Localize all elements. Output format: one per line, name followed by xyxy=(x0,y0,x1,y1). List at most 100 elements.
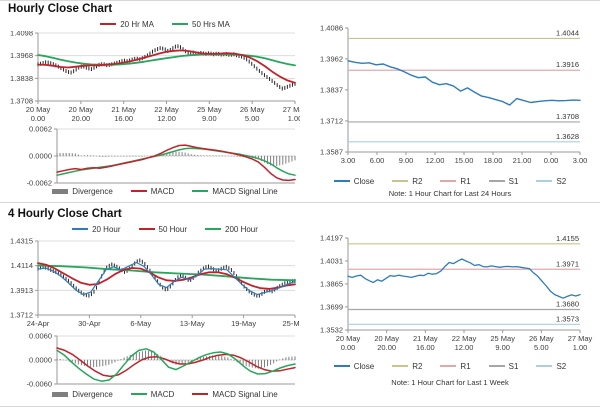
svg-text:-0.0062: -0.0062 xyxy=(27,179,52,187)
4hourly-macd-chart: 0.0060 0.0000 -0.0060 xyxy=(27,333,296,388)
4hourly-macd-legend: Divergence MACD MACD Signal Line xyxy=(30,388,300,400)
bottom-divider xyxy=(0,406,600,407)
svg-text:1.3971: 1.3971 xyxy=(556,259,579,268)
macd-signal-line-swatch-icon xyxy=(192,393,209,395)
svg-text:3.00: 3.00 xyxy=(573,156,588,165)
legend-item-50-hour: 50 Hour xyxy=(138,224,187,234)
macd-swatch-icon xyxy=(130,190,147,192)
legend-item-s1: S1 xyxy=(488,177,518,186)
s2-swatch-icon xyxy=(536,180,553,182)
legend-item-s2: S2 xyxy=(536,177,566,186)
svg-text:30-Apr: 30-Apr xyxy=(78,319,101,328)
legend-label: R1 xyxy=(460,361,471,371)
legend-label: S1 xyxy=(508,361,519,371)
legend-item-r2: R2 xyxy=(392,177,422,186)
svg-text:1.3865: 1.3865 xyxy=(320,279,343,288)
50-hour-swatch-icon xyxy=(138,228,155,230)
svg-text:9.00: 9.00 xyxy=(399,156,414,165)
legend-label: Divergence xyxy=(72,186,113,196)
close-swatch-icon xyxy=(333,180,350,182)
svg-text:6.00: 6.00 xyxy=(370,156,385,165)
legend-item-s2: S2 xyxy=(536,362,566,371)
svg-text:0.00: 0.00 xyxy=(544,156,559,165)
legend-label: 20 Hour xyxy=(92,224,121,234)
svg-text:0.0000: 0.0000 xyxy=(29,356,52,365)
svg-text:1.3837: 1.3837 xyxy=(320,85,343,94)
r2-swatch-icon xyxy=(392,180,409,182)
svg-text:18.00: 18.00 xyxy=(484,156,503,165)
50-hrs-ma-swatch-icon xyxy=(172,23,188,25)
legend-item-macd-signal-line: MACD Signal Line xyxy=(192,389,278,399)
weekly-sr-legend: Close R2 R1 S1 S2 xyxy=(300,360,600,372)
legend-item-close: Close xyxy=(333,361,375,371)
legend-label: 50 Hrs MA xyxy=(192,19,230,29)
svg-text:15.00: 15.00 xyxy=(455,156,474,165)
svg-text:1.3680: 1.3680 xyxy=(556,300,579,309)
weekly-sr-note: Note: 1 Hour Chart for Last 1 Week xyxy=(391,378,509,387)
svg-text:1.4114: 1.4114 xyxy=(11,261,33,270)
svg-text:1.4098: 1.4098 xyxy=(10,31,33,38)
legend-label: S2 xyxy=(556,361,567,371)
svg-text:1.4031: 1.4031 xyxy=(320,256,343,265)
svg-text:1.3587: 1.3587 xyxy=(320,148,343,157)
legend-item-macd-signal-line: MACD Signal Line xyxy=(192,186,278,196)
svg-text:3.00: 3.00 xyxy=(341,156,356,165)
close-swatch-icon xyxy=(333,365,350,367)
hourly-sr-note: Note: 1 Hour Chart for Last 24 Hours xyxy=(388,189,512,198)
legend-label: MACD Signal Line xyxy=(212,186,278,196)
legend-item-20-hr-ma: 20 Hr MA xyxy=(100,20,154,29)
legend-label: Close xyxy=(353,361,375,371)
r2-swatch-icon xyxy=(392,365,409,367)
legend-item-r1: R1 xyxy=(440,361,471,371)
svg-text:1.3838: 1.3838 xyxy=(10,74,33,83)
4hourly-chart-title: 4 Hourly Close Chart xyxy=(8,208,122,220)
svg-text:1.3916: 1.3916 xyxy=(556,60,579,69)
svg-text:24-Apr: 24-Apr xyxy=(27,319,50,328)
svg-text:1.3628: 1.3628 xyxy=(556,132,579,141)
legend-item-r1: R1 xyxy=(440,176,471,186)
svg-text:1.4315: 1.4315 xyxy=(10,237,33,246)
legend-item-divergence: Divergence xyxy=(52,389,113,399)
legend-label: Divergence xyxy=(72,389,113,399)
svg-text:1.3968: 1.3968 xyxy=(10,51,33,60)
hourly-sr-legend: Close R2 R1 S1 S2 xyxy=(300,175,600,187)
r1-swatch-icon xyxy=(440,365,457,367)
svg-text:-0.0060: -0.0060 xyxy=(27,380,52,388)
hourly-chart-title: Hourly Close Chart xyxy=(8,3,113,15)
svg-text:21.00: 21.00 xyxy=(513,156,532,165)
legend-label: 50 Hour xyxy=(158,224,187,234)
svg-text:1.3699: 1.3699 xyxy=(320,302,343,311)
divergence-swatch-icon xyxy=(52,188,69,194)
svg-text:1.3708: 1.3708 xyxy=(556,112,579,121)
legend-label: S2 xyxy=(556,176,567,186)
svg-text:1.3712: 1.3712 xyxy=(320,116,343,125)
svg-text:6-May: 6-May xyxy=(130,319,151,328)
svg-text:1.4155: 1.4155 xyxy=(556,234,579,243)
legend-label: R1 xyxy=(460,176,471,186)
svg-text:1.4197: 1.4197 xyxy=(320,234,343,243)
legend-label: MACD Signal Line xyxy=(212,389,278,399)
20-hr-ma-swatch-icon xyxy=(100,23,117,25)
s1-swatch-icon xyxy=(488,180,505,182)
svg-text:1.3962: 1.3962 xyxy=(320,54,343,63)
svg-text:13-May: 13-May xyxy=(180,319,205,328)
svg-text:1.3712: 1.3712 xyxy=(10,311,33,320)
svg-text:0.0000: 0.0000 xyxy=(29,152,52,161)
svg-text:0.0062: 0.0062 xyxy=(29,126,52,134)
svg-text:12.00: 12.00 xyxy=(426,156,445,165)
svg-text:1.4086: 1.4086 xyxy=(320,24,343,33)
legend-label: 20 Hr MA xyxy=(120,19,154,29)
s1-swatch-icon xyxy=(488,365,505,367)
legend-item-macd: MACD xyxy=(130,390,174,399)
